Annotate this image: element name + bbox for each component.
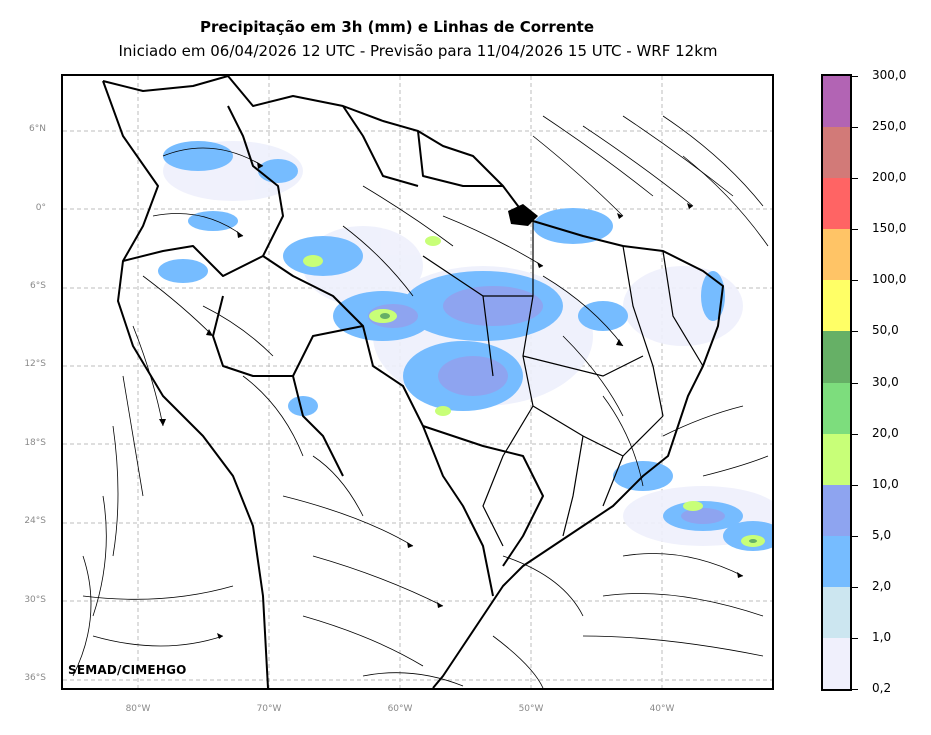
state-borders	[422, 221, 704, 547]
colorbar-segment	[823, 76, 850, 128]
precipitation-field	[158, 141, 772, 551]
colorbar-tick	[852, 586, 858, 588]
colorbar-segment	[823, 535, 850, 588]
colorbar-tick	[852, 331, 858, 333]
streamlines	[72, 115, 769, 688]
colorbar-tick	[852, 382, 858, 384]
colorbar-segment	[823, 637, 850, 690]
country-borders	[102, 76, 724, 688]
lat-label: 18°S	[24, 438, 46, 448]
colorbar-segment	[823, 433, 850, 486]
colorbar-tick	[852, 689, 858, 690]
lat-label: 24°S	[24, 516, 46, 526]
lat-label: 6°N	[29, 124, 46, 134]
chart-title: Precipitação em 3h (mm) e Linhas de Corr…	[199, 18, 595, 36]
lat-label: 36°S	[24, 673, 46, 683]
colorbar	[821, 74, 852, 691]
lat-label: 6°S	[30, 281, 46, 291]
colorbar-label: 1,0	[872, 629, 892, 644]
colorbar-segment	[823, 280, 850, 332]
colorbar-tick	[852, 484, 858, 486]
colorbar-segment	[823, 382, 850, 435]
lon-label: 80°W	[125, 704, 151, 714]
credit-label: SEMAD/CIMEHGO	[68, 663, 187, 677]
colorbar-label: 10,0	[872, 476, 899, 491]
lon-label: 60°W	[387, 704, 413, 714]
lat-label: 0°	[35, 203, 46, 213]
colorbar-tick	[852, 535, 858, 537]
colorbar-segment	[823, 127, 850, 179]
chart-subtitle: Iniciado em 06/04/2026 12 UTC - Previsão…	[118, 42, 718, 60]
colorbar-label: 300,0	[872, 68, 907, 82]
colorbar-label: 20,0	[872, 425, 899, 440]
colorbar-tick	[852, 433, 858, 435]
lat-label: 12°S	[24, 359, 46, 369]
colorbar-label: 50,0	[872, 323, 899, 338]
colorbar-tick	[852, 76, 858, 77]
lon-label: 70°W	[256, 704, 282, 714]
colorbar-tick	[852, 280, 858, 282]
colorbar-segment	[823, 586, 850, 639]
colorbar-label: 250,0	[872, 119, 907, 134]
colorbar-label: 200,0	[872, 170, 907, 185]
colorbar-label: 2,0	[872, 578, 892, 593]
colorbar-label: 5,0	[872, 527, 892, 542]
lon-label: 40°W	[649, 704, 675, 714]
lat-label: 30°S	[24, 595, 46, 605]
colorbar-label: 30,0	[872, 374, 899, 389]
colorbar-segment	[823, 484, 850, 537]
map-canvas	[63, 76, 772, 688]
lon-label: 50°W	[518, 704, 544, 714]
colorbar-segment	[823, 331, 850, 383]
colorbar-label: 0,2	[872, 681, 892, 695]
colorbar-tick	[852, 127, 858, 129]
colorbar-segment	[823, 229, 850, 281]
colorbar-segment	[823, 178, 850, 230]
colorbar-label: 100,0	[872, 272, 907, 287]
streamline-arrows	[159, 162, 743, 639]
map-panel	[61, 74, 774, 690]
colorbar-tick	[852, 637, 858, 639]
colorbar-label: 150,0	[872, 221, 907, 236]
colorbar-tick	[852, 229, 858, 231]
colorbar-tick	[852, 178, 858, 180]
